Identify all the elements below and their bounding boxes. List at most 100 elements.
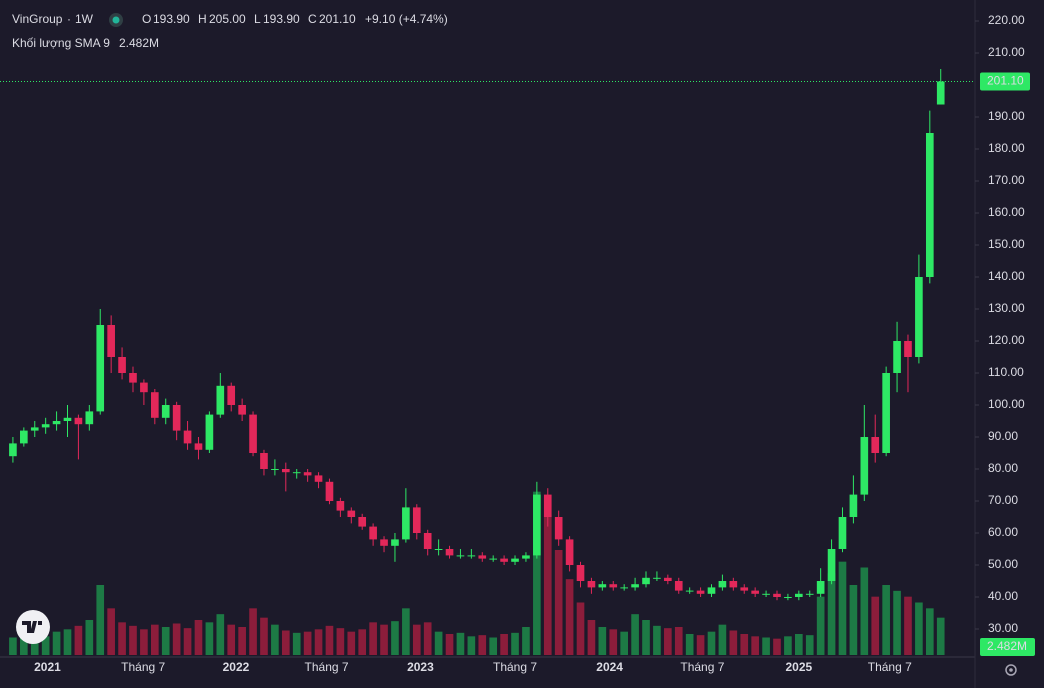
candle-body [500, 558, 508, 562]
candle-body [456, 555, 465, 557]
candle-body [696, 590, 705, 594]
volume-bar [838, 561, 847, 655]
candle-body [140, 382, 148, 393]
volume-bar [696, 635, 705, 655]
y-tick-label: 210.00 [988, 45, 1025, 59]
last-price-tag [980, 72, 1030, 91]
y-tick-label: 70.00 [988, 493, 1018, 507]
volume-bar [871, 596, 880, 655]
volume-bar [434, 631, 443, 655]
candle-body [631, 584, 639, 588]
candle-body [762, 593, 770, 595]
volume-bar [412, 624, 421, 655]
volume-bar [30, 638, 39, 655]
volume-bar [707, 631, 716, 655]
volume-bar [620, 631, 628, 655]
volume-bar [805, 635, 814, 655]
volume-bar [674, 627, 683, 655]
volume-bar [172, 623, 181, 655]
volume-bar [260, 617, 268, 655]
candle-body [805, 593, 814, 595]
volume-bar [489, 637, 498, 655]
y-tick-label: 40.00 [988, 589, 1018, 603]
plot [9, 69, 945, 655]
candle-body [52, 421, 61, 425]
high-label: H [198, 12, 207, 26]
candle-body [915, 277, 923, 357]
candle-body [402, 507, 410, 540]
volume-bar [478, 635, 487, 655]
candle-body [751, 590, 759, 594]
volume-bar [391, 621, 399, 655]
volume-bar [751, 636, 759, 655]
candle-body [260, 453, 268, 469]
candle-body [292, 472, 301, 474]
candle-body [216, 385, 225, 415]
candle-body [63, 417, 72, 421]
volume-bar [565, 579, 574, 655]
interval[interactable]: 1W [75, 12, 94, 26]
volume-bar [533, 491, 541, 655]
x-tick-label: 2022 [223, 660, 250, 674]
settings-button[interactable] [1005, 664, 1017, 676]
status-dot [112, 16, 120, 24]
candle-body [543, 494, 552, 517]
candle-body [620, 587, 628, 589]
candle-body [227, 385, 236, 405]
candle-body [565, 539, 574, 565]
volume-bar [543, 515, 552, 655]
volume-bar [303, 631, 312, 655]
candle-body [936, 81, 945, 105]
volume-bar [893, 590, 901, 655]
candle-body [271, 469, 279, 470]
volume-bar [609, 629, 618, 655]
x-tick-label: Tháng 7 [868, 660, 912, 674]
candle-body [642, 577, 650, 585]
volume-bar [784, 636, 792, 655]
volume-bar [150, 624, 159, 655]
candle-body [860, 437, 869, 495]
volume-bar [795, 634, 803, 655]
y-tick-label: 140.00 [988, 269, 1025, 283]
candle-body [653, 577, 661, 579]
candle-body [172, 405, 181, 431]
candle-body [893, 341, 901, 373]
open-label: O [142, 12, 151, 26]
volume-bar [402, 608, 410, 655]
volume-bar [762, 637, 770, 655]
volume-bar [511, 632, 519, 655]
candle-body [925, 133, 934, 277]
y-tick-label: 150.00 [988, 237, 1025, 251]
volume-bar [63, 629, 72, 655]
candle-body [358, 517, 367, 527]
volume-bar [107, 608, 115, 655]
volume-bar [118, 622, 126, 655]
open-value: 193.90 [153, 12, 190, 26]
volume-bar [85, 620, 94, 655]
volume-bar [522, 627, 530, 655]
y-tick-label: 100.00 [988, 397, 1025, 411]
candle-body [598, 584, 607, 588]
volume-bar [20, 634, 28, 655]
symbol[interactable]: VinGroup [12, 12, 63, 26]
candle-body [587, 581, 596, 588]
candle-body [369, 526, 377, 540]
volume-bar [325, 625, 334, 655]
candle-body [609, 584, 618, 588]
x-tick-label: Tháng 7 [121, 660, 165, 674]
candle-body [904, 341, 912, 357]
candle-body [784, 597, 792, 598]
y-tick-label: 180.00 [988, 141, 1025, 155]
x-tick-label: 2023 [407, 660, 434, 674]
candle-body [96, 325, 105, 412]
volume-bar [653, 625, 661, 655]
volume-bar [74, 625, 83, 655]
candle-body [129, 373, 137, 383]
volume-bar [500, 634, 508, 655]
candle-body [707, 587, 716, 594]
candle-body [412, 507, 421, 533]
volume-label[interactable]: Khối lượng SMA 9 [12, 36, 110, 50]
y-tick-label: 50.00 [988, 557, 1018, 571]
